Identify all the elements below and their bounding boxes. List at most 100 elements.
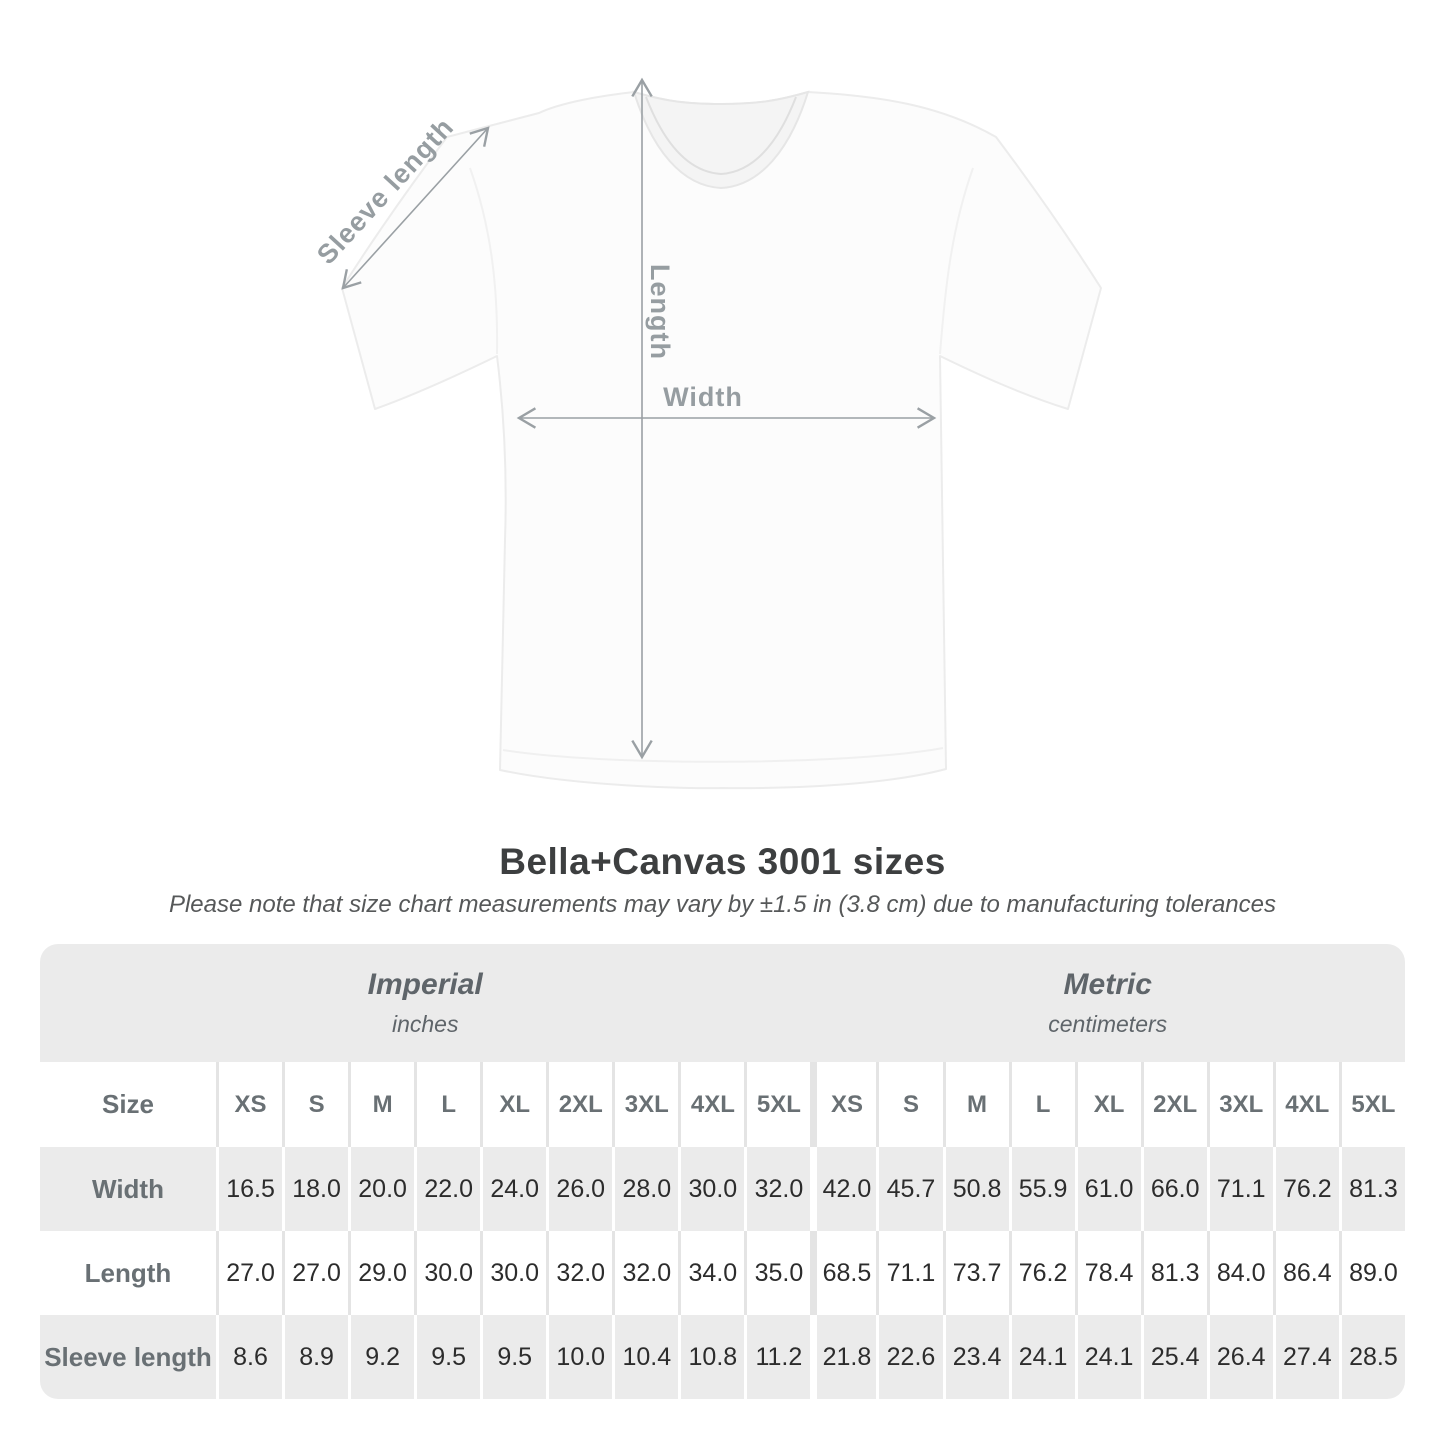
cell-sleeve-length-imperial-4xl: 10.8 [678, 1315, 745, 1399]
cell-sleeve-length-imperial-s: 8.9 [282, 1315, 349, 1399]
tshirt-right-seam [939, 167, 974, 355]
size-col-metric-m: M [942, 1062, 1009, 1147]
size-col-imperial-xs: XS [216, 1062, 283, 1147]
cell-width-imperial-xl: 24.0 [480, 1147, 547, 1231]
size-col-metric-5xl: 5XL [1338, 1062, 1405, 1147]
cell-length-metric-s: 71.1 [876, 1231, 943, 1315]
page-title: Bella+Canvas 3001 sizes [499, 841, 946, 882]
imperial-title: Imperial [367, 968, 483, 1001]
size-col-imperial-s: S [282, 1062, 349, 1147]
size-col-metric-l: L [1008, 1062, 1075, 1147]
size-col-metric-xs: XS [810, 1062, 877, 1147]
row-label-width: Width [40, 1147, 216, 1231]
row-length: Length 27.0 27.0 29.0 30.0 30.0 32.0 32.0 34.0 35… [40, 1231, 1405, 1315]
cell-length-metric-3xl: 84.0 [1206, 1231, 1273, 1315]
sleeve-length-arrow [341, 126, 490, 290]
imperial-subtitle: inches [391, 1011, 459, 1037]
cell-sleeve-length-metric-m: 23.4 [942, 1315, 1009, 1399]
cell-sleeve-length-imperial-2xl: 10.0 [546, 1315, 613, 1399]
length-label: Length [645, 264, 675, 360]
size-col-imperial-m: M [348, 1062, 415, 1147]
cell-sleeve-length-imperial-3xl: 10.4 [612, 1315, 679, 1399]
size-col-metric-xl: XL [1074, 1062, 1141, 1147]
size-col-metric-s: S [876, 1062, 943, 1147]
size-col-metric-4xl: 4XL [1272, 1062, 1339, 1147]
cell-sleeve-length-metric-2xl: 25.4 [1140, 1315, 1207, 1399]
cell-length-metric-5xl: 89.0 [1338, 1231, 1405, 1315]
cell-length-metric-2xl: 81.3 [1140, 1231, 1207, 1315]
cell-length-metric-xl: 78.4 [1074, 1231, 1141, 1315]
cell-length-imperial-5xl: 35.0 [744, 1231, 811, 1315]
cell-sleeve-length-imperial-5xl: 11.2 [744, 1315, 811, 1399]
cell-sleeve-length-imperial-xl: 9.5 [480, 1315, 547, 1399]
imperial-band: Imperial inches [40, 944, 811, 1062]
size-col-imperial-l: L [414, 1062, 481, 1147]
cell-width-imperial-5xl: 32.0 [744, 1147, 811, 1231]
sizes-table-body: Width 16.5 18.0 20.0 22.0 24.0 26.0 28.0 30.0 32.… [40, 1147, 1405, 1399]
row-label-length: Length [40, 1231, 216, 1315]
cell-sleeve-length-metric-l: 24.1 [1008, 1315, 1075, 1399]
cell-width-imperial-l: 22.0 [414, 1147, 481, 1231]
page-subtitle: Please note that size chart measurements… [168, 891, 1277, 918]
width-label: Width [663, 382, 743, 412]
cell-sleeve-length-metric-4xl: 27.4 [1272, 1315, 1339, 1399]
cell-length-metric-l: 76.2 [1008, 1231, 1075, 1315]
size-col-metric-3xl: 3XL [1206, 1062, 1273, 1147]
cell-length-imperial-2xl: 32.0 [546, 1231, 613, 1315]
size-col-imperial-5xl: 5XL [744, 1062, 811, 1147]
cell-width-imperial-m: 20.0 [348, 1147, 415, 1231]
cell-width-metric-xs: 42.0 [810, 1147, 877, 1231]
row-label-sleeve-length: Sleeve length [40, 1315, 216, 1399]
cell-sleeve-length-metric-xs: 21.8 [810, 1315, 877, 1399]
cell-length-imperial-m: 29.0 [348, 1231, 415, 1315]
metric-title: Metric [1063, 968, 1152, 1001]
tshirt-collar-band [645, 96, 797, 176]
cell-sleeve-length-metric-s: 22.6 [876, 1315, 943, 1399]
cell-width-metric-4xl: 76.2 [1272, 1147, 1339, 1231]
cell-width-metric-l: 55.9 [1008, 1147, 1075, 1231]
cell-length-metric-m: 73.7 [942, 1231, 1009, 1315]
cell-width-imperial-3xl: 28.0 [612, 1147, 679, 1231]
size-header-row: Size XS S M L XL 2XL 3XL 4XL 5XL XS S M L XL 2XL 3XL 4XL… [40, 1062, 1405, 1147]
row-sleeve-length: Sleeve length 8.6 8.9 9.2 9.5 9.5 10.0 10.4 10.8… [40, 1315, 1405, 1399]
cell-width-imperial-xs: 16.5 [216, 1147, 283, 1231]
cell-width-imperial-s: 18.0 [282, 1147, 349, 1231]
unit-band-row: Imperial inches Metric centimeters [40, 944, 1405, 1062]
size-col-imperial-4xl: 4XL [678, 1062, 745, 1147]
metric-subtitle: centimeters [1048, 1011, 1168, 1037]
cell-length-imperial-s: 27.0 [282, 1231, 349, 1315]
tshirt-illustration: Sleeve length Length Width [311, 77, 1102, 790]
cell-width-metric-xl: 61.0 [1074, 1147, 1141, 1231]
cell-sleeve-length-imperial-m: 9.2 [348, 1315, 415, 1399]
cell-width-metric-3xl: 71.1 [1206, 1147, 1273, 1231]
size-col-imperial-xl: XL [480, 1062, 547, 1147]
cell-width-metric-s: 45.7 [876, 1147, 943, 1231]
cell-length-metric-4xl: 86.4 [1272, 1231, 1339, 1315]
cell-width-imperial-2xl: 26.0 [546, 1147, 613, 1231]
size-col-metric-2xl: 2XL [1140, 1062, 1207, 1147]
cell-width-metric-5xl: 81.3 [1338, 1147, 1405, 1231]
cell-length-imperial-xl: 30.0 [480, 1231, 547, 1315]
cell-sleeve-length-metric-3xl: 26.4 [1206, 1315, 1273, 1399]
cell-width-metric-m: 50.8 [942, 1147, 1009, 1231]
tshirt-collar [632, 90, 810, 190]
size-col-imperial-2xl: 2XL [546, 1062, 613, 1147]
cell-width-imperial-4xl: 30.0 [678, 1147, 745, 1231]
size-col-imperial-3xl: 3XL [612, 1062, 679, 1147]
cell-sleeve-length-metric-5xl: 28.5 [1338, 1315, 1405, 1399]
cell-length-imperial-4xl: 34.0 [678, 1231, 745, 1315]
cell-length-imperial-3xl: 32.0 [612, 1231, 679, 1315]
cell-sleeve-length-metric-xl: 24.1 [1074, 1315, 1141, 1399]
cell-length-imperial-xs: 27.0 [216, 1231, 283, 1315]
tshirt-hem-stitch [502, 747, 944, 763]
cell-sleeve-length-imperial-xs: 8.6 [216, 1315, 283, 1399]
size-header-label: Size [40, 1062, 216, 1147]
row-width: Width 16.5 18.0 20.0 22.0 24.0 26.0 28.0 30.0 32.… [40, 1147, 1405, 1231]
size-table: Imperial inches Metric centimeters Size … [40, 944, 1405, 1399]
cell-width-metric-2xl: 66.0 [1140, 1147, 1207, 1231]
cell-length-metric-xs: 68.5 [810, 1231, 877, 1315]
cell-length-imperial-l: 30.0 [414, 1231, 481, 1315]
metric-band: Metric centimeters [810, 944, 1405, 1062]
tshirt-body [341, 91, 1102, 790]
